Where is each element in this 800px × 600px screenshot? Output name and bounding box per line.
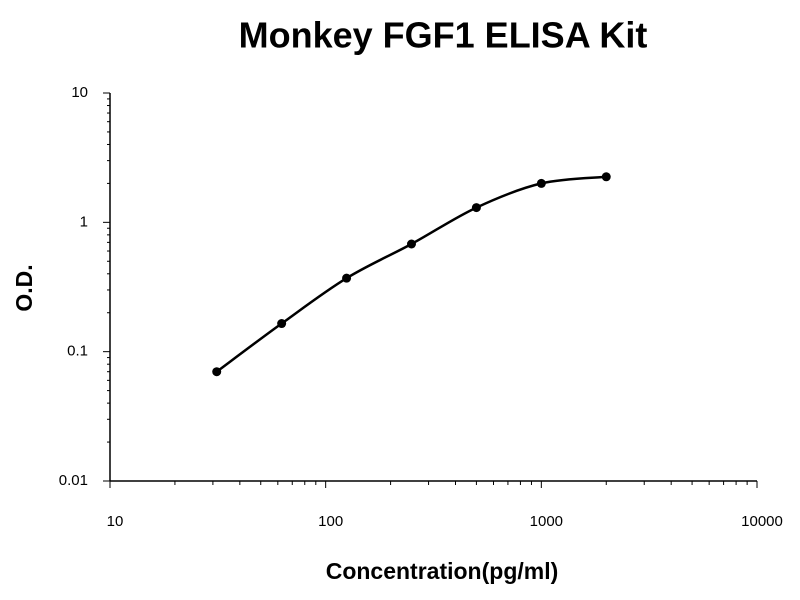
y-tick-label: 0.01 [59,472,88,489]
x-tick-label: 10 [107,513,124,530]
y-tick-label: 0.1 [67,343,88,360]
fit-curve [215,175,607,373]
data-point [601,172,611,182]
data-point [342,273,352,283]
data-point [536,178,546,188]
y-axis-label: O.D. [11,264,37,311]
data-point [406,239,416,249]
chart-title: Monkey FGF1 ELISA Kit [239,15,648,56]
y-tick-label: 10 [71,84,88,101]
y-tick-label: 1 [80,213,88,230]
data-point [277,319,287,329]
data-point [212,367,222,377]
x-axis-label: Concentration(pg/ml) [326,558,559,584]
data-point [471,203,481,213]
x-tick-label: 100 [318,513,343,530]
x-tick-label: 1000 [530,513,563,530]
x-tick-label: 10000 [741,513,783,530]
